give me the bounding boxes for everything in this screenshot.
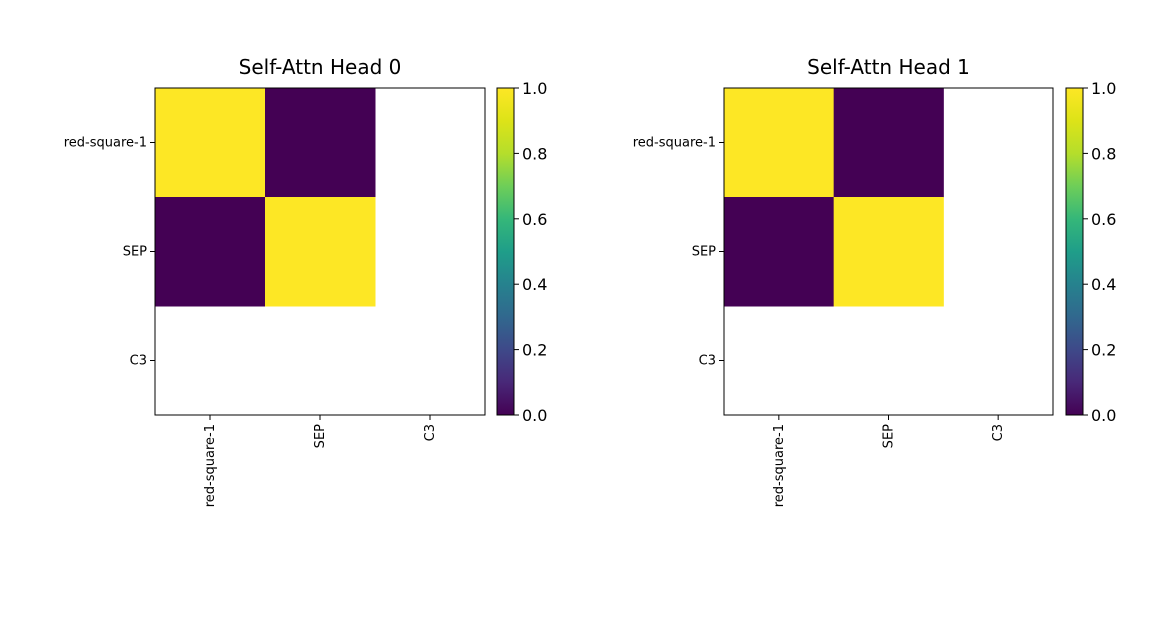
colorbar-frame — [496, 87, 515, 416]
colorbar — [497, 88, 514, 415]
colorbar-tick-label: 0.8 — [522, 144, 547, 163]
x-tick-label: red-square-1 — [772, 424, 787, 507]
x-tick-label: C3 — [423, 424, 438, 441]
colorbar-tick-label: 0.6 — [1091, 210, 1116, 229]
heatmap-cell-r0-c1 — [833, 88, 944, 198]
heatmap-cell-r0-c1 — [265, 88, 376, 198]
x-tick-label: SEP — [313, 424, 328, 448]
chart-title: Self-Attn Head 0 — [239, 55, 402, 79]
heatmap-cell-r1-c1 — [265, 197, 376, 307]
colorbar-tick-label: 1.0 — [522, 79, 547, 98]
colorbar-tick-label: 0.0 — [522, 406, 547, 425]
heatmap-cell-r1-c1 — [833, 197, 944, 307]
heatmap-cell-r0-c0 — [724, 88, 835, 198]
colorbar-tick-label: 0.8 — [1091, 144, 1116, 163]
colorbar-tick-label: 0.0 — [1091, 406, 1116, 425]
heatmap-cell-r1-c0 — [155, 197, 266, 307]
x-tick-label: C3 — [991, 424, 1006, 441]
y-tick-label: red-square-1 — [64, 136, 147, 151]
chart-title: Self-Attn Head 1 — [807, 55, 970, 79]
colorbar-tick-label: 0.4 — [522, 275, 547, 294]
y-tick-label: C3 — [130, 354, 147, 369]
y-tick-label: SEP — [692, 245, 716, 260]
colorbar-tick-label: 0.2 — [1091, 341, 1116, 360]
y-tick-label: C3 — [699, 354, 716, 369]
colorbar — [1066, 88, 1083, 415]
heatmap-cell-r0-c0 — [155, 88, 266, 198]
y-tick-label: red-square-1 — [633, 136, 716, 151]
colorbar-tick-label: 0.4 — [1091, 275, 1116, 294]
x-tick-label: SEP — [882, 424, 897, 448]
heatmap-panel-0: Self-Attn Head 0 red-square-1 SEP C3 red-squ… — [64, 55, 548, 507]
colorbar-frame — [1065, 87, 1084, 416]
colorbar-tick-label: 0.2 — [522, 341, 547, 360]
heatmap-panel-1: Self-Attn Head 1 red-square-1 SEP C3 red-squ… — [633, 55, 1117, 507]
colorbar-tick-label: 1.0 — [1091, 79, 1116, 98]
x-tick-label: red-square-1 — [203, 424, 218, 507]
y-tick-label: SEP — [123, 245, 147, 260]
heatmap-cell-r1-c0 — [724, 197, 835, 307]
colorbar-tick-label: 0.6 — [522, 210, 547, 229]
